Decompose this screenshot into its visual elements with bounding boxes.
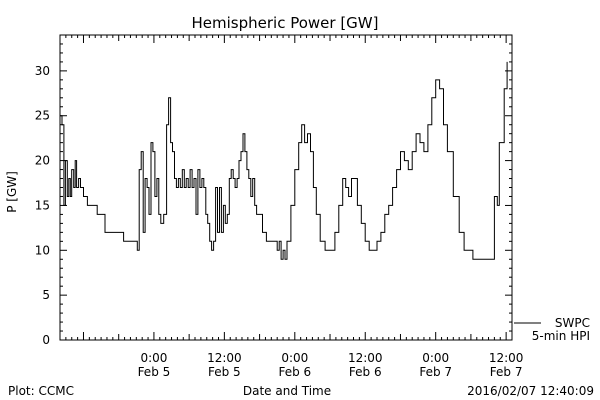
- x-tick-time-label: 12:00: [348, 351, 383, 365]
- x-tick-date-label: Feb 7: [419, 365, 452, 379]
- x-tick-date-label: Feb 6: [278, 365, 311, 379]
- plot-timestamp: 2016/02/07 12:40:09: [467, 384, 594, 398]
- y-tick-label: 30: [35, 64, 50, 78]
- chart-title: Hemispheric Power [GW]: [192, 14, 379, 32]
- y-tick-label: 20: [35, 154, 50, 168]
- y-tick-label: 25: [35, 109, 50, 123]
- x-tick-date-label: Feb 5: [138, 365, 171, 379]
- y-tick-label: 15: [35, 198, 50, 212]
- x-tick-time-label: 0:00: [140, 351, 167, 365]
- x-tick-time-label: 0:00: [422, 351, 449, 365]
- y-axis-label: P [GW]: [5, 171, 19, 213]
- x-tick-date-label: Feb 5: [208, 365, 241, 379]
- plot-credit: Plot: CCMC: [8, 384, 74, 398]
- x-tick-time-label: 0:00: [281, 351, 308, 365]
- x-tick-time-label: 12:00: [207, 351, 242, 365]
- series-line-5-min-hpi: [60, 61, 508, 260]
- x-tick-time-label: 12:00: [489, 351, 524, 365]
- series-layer: [60, 61, 508, 260]
- y-tick-label: 0: [42, 333, 50, 347]
- x-tick-date-label: Feb 6: [349, 365, 382, 379]
- y-tick-label: 5: [42, 288, 50, 302]
- x-axis-label: Date and Time: [243, 384, 331, 398]
- y-axis-ticks: 0 5 10 15 20 25 30: [35, 34, 512, 347]
- x-tick-date-label: Feb 7: [490, 365, 523, 379]
- legend-source: SWPC: [555, 316, 590, 330]
- y-tick-label: 10: [35, 243, 50, 257]
- plot-frame: [59, 34, 513, 341]
- legend: SWPC 5-min HPI: [514, 316, 590, 343]
- legend-series-name: 5-min HPI: [532, 329, 590, 343]
